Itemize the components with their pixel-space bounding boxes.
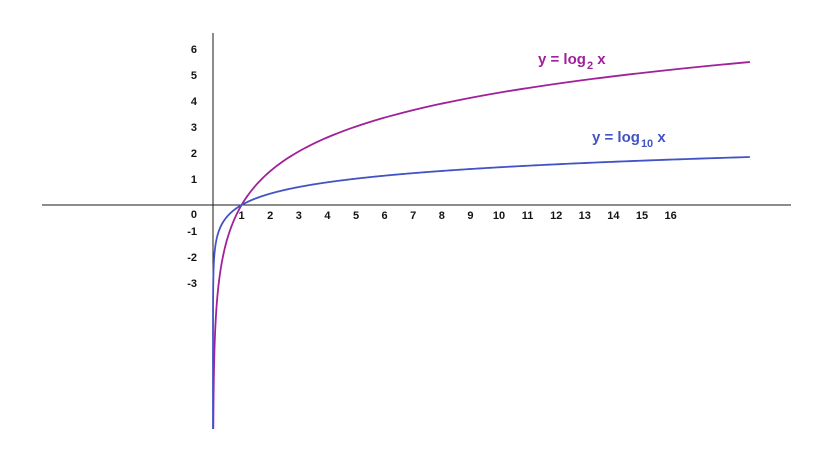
curve-log10-x xyxy=(212,156,751,429)
curve-label-log2: y = log2 x xyxy=(538,51,606,72)
x-tick-labels-group: 1 2 3 4 5 6 7 8 9 10 11 12 13 14 15 16 xyxy=(239,210,677,222)
y-tick-label: 5 xyxy=(191,70,197,82)
x-tick-label: 12 xyxy=(550,210,562,222)
curve-label-log2-suffix: x xyxy=(593,51,606,68)
y-tick-label: 1 xyxy=(191,174,197,186)
x-tick-label: 8 xyxy=(439,210,445,222)
x-tick-label: 13 xyxy=(579,210,591,222)
x-tick-label: 9 xyxy=(467,210,473,222)
y-tick-label: 4 xyxy=(191,96,198,108)
x-tick-label: 14 xyxy=(607,210,620,222)
x-tick-label: 16 xyxy=(664,210,676,222)
y-tick-label: -2 xyxy=(187,252,197,264)
curve-label-log10-prefix: y = log xyxy=(592,129,640,146)
y-tick-labels-group: 6 5 4 3 2 1 0 -1 -2 -3 xyxy=(187,44,198,290)
curve-label-log10-subscript: 10 xyxy=(641,138,653,150)
y-tick-label: 0 xyxy=(191,209,197,221)
y-tick-label: 6 xyxy=(191,44,197,56)
curve-log2-x xyxy=(212,61,751,429)
x-tick-label: 7 xyxy=(410,210,416,222)
y-tick-label: 2 xyxy=(191,148,197,160)
curve-label-log10: y = log10 x xyxy=(592,129,666,150)
curve-label-log2-subscript: 2 xyxy=(587,60,593,72)
y-tick-label: -3 xyxy=(187,278,197,290)
axes-group xyxy=(42,33,791,428)
x-tick-label: 15 xyxy=(636,210,648,222)
x-tick-label: 4 xyxy=(324,210,331,222)
x-tick-label: 1 xyxy=(239,210,245,222)
x-tick-label: 10 xyxy=(493,210,505,222)
x-tick-label: 2 xyxy=(267,210,273,222)
x-tick-label: 3 xyxy=(296,210,302,222)
x-tick-label: 6 xyxy=(382,210,388,222)
curve-label-log2-prefix: y = log xyxy=(538,51,586,68)
y-tick-label: 3 xyxy=(191,122,197,134)
curves-group xyxy=(212,61,751,429)
x-tick-label: 11 xyxy=(522,210,534,222)
x-tick-label: 5 xyxy=(353,210,359,222)
curve-label-log10-suffix: x xyxy=(653,129,666,146)
y-tick-label: -1 xyxy=(187,226,197,238)
